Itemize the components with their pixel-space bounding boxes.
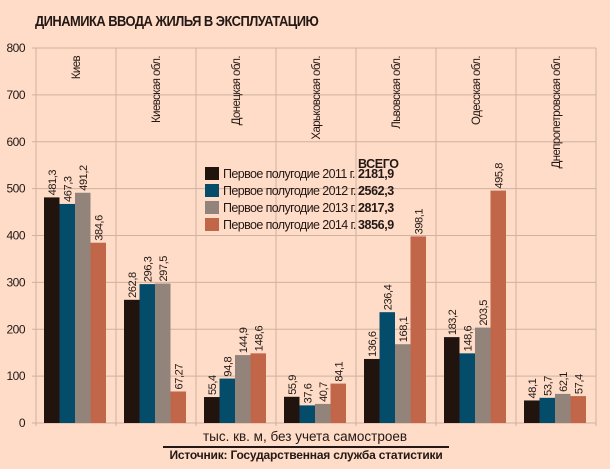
- bars: [44, 190, 586, 423]
- bar: [555, 393, 571, 423]
- bar: [364, 358, 380, 423]
- legend-total-header: ВСЕГО: [358, 157, 399, 171]
- data-label: 57,4: [573, 374, 585, 394]
- category-label: Днепропетровская обл.: [551, 56, 563, 169]
- bar: [395, 344, 411, 423]
- bar: [410, 236, 426, 423]
- y-tick-label: 0: [19, 416, 26, 430]
- category-label: Киев: [71, 56, 83, 80]
- bar: [330, 383, 346, 423]
- bar: [524, 400, 540, 423]
- legend-total-value: 3856,9: [358, 218, 394, 232]
- legend-label: Первое полугодие 2013 г.: [223, 201, 356, 215]
- legend-swatch: [205, 184, 219, 197]
- y-tick-label: 400: [6, 229, 25, 243]
- category-label: Харьковская обл.: [311, 56, 323, 140]
- data-label: 297,5: [158, 256, 170, 282]
- bar: [570, 396, 586, 423]
- bar: [235, 355, 251, 423]
- bar: [539, 397, 555, 423]
- data-label: 168,1: [398, 316, 410, 342]
- divider-rule: [163, 446, 449, 448]
- data-label: 467,3: [62, 176, 74, 202]
- category-label: Одесская обл.: [471, 56, 483, 125]
- data-label: 67,27: [173, 364, 185, 390]
- legend-label: Первое полугодие 2012 г.: [223, 184, 356, 198]
- category-labels: Киев Киевская обл. Донецкая обл. Харьковска…: [71, 56, 563, 169]
- data-label: 94,8: [222, 356, 234, 376]
- y-tick-label: 200: [6, 322, 25, 336]
- data-label: 48,1: [527, 378, 539, 398]
- legend-total-value: 2181,9: [358, 167, 394, 181]
- data-label: 55,9: [287, 375, 299, 395]
- data-label: 495,8: [493, 163, 505, 189]
- data-label: 62,1: [558, 372, 570, 392]
- data-label: 40,7: [318, 382, 330, 402]
- bar: [204, 397, 220, 423]
- data-label: 84,1: [333, 361, 345, 381]
- y-tick-label: 300: [6, 275, 25, 289]
- bar: [490, 190, 506, 423]
- category-label: Львовская обл.: [391, 56, 403, 129]
- y-tick-label: 600: [6, 135, 25, 149]
- bar: [44, 197, 60, 423]
- data-label: 203,5: [478, 300, 490, 326]
- data-label: 53,7: [542, 376, 554, 396]
- data-label: 148,6: [253, 326, 265, 352]
- y-axis-ticks: 0 100 200 300 400 500 600 700 800: [6, 41, 26, 430]
- bar: [379, 312, 395, 423]
- bar: [90, 242, 106, 423]
- legend-swatch: [205, 218, 219, 231]
- data-label: 481,3: [47, 170, 59, 196]
- legend-label: Первое полугодие 2011 г.: [223, 167, 355, 181]
- legend-label: Первое полугодие 2014 г.: [223, 218, 356, 232]
- bar: [284, 396, 300, 423]
- bar: [219, 378, 235, 423]
- data-label: 55,4: [207, 375, 219, 395]
- y-tick-label: 500: [6, 182, 25, 196]
- data-label: 398,1: [413, 209, 425, 235]
- bar: [75, 192, 91, 423]
- bar: [299, 405, 315, 423]
- unit-note: тыс. кв. м, без учета самостроев: [202, 429, 408, 444]
- data-label: 136,6: [367, 331, 379, 357]
- legend-swatch: [205, 167, 219, 180]
- data-label: 296,3: [142, 256, 154, 282]
- bar: [250, 353, 266, 423]
- data-label: 384,6: [93, 215, 105, 241]
- bar: [475, 327, 491, 423]
- source-note: Источник: Государственная служба статист…: [169, 448, 443, 462]
- legend-total-value: 2817,3: [358, 201, 394, 215]
- data-label: 148,6: [462, 326, 474, 352]
- legend-total-value: 2562,3: [358, 184, 394, 198]
- data-label: 144,9: [238, 327, 250, 353]
- bar: [59, 203, 75, 423]
- bar: [459, 353, 475, 423]
- category-label: Киевская обл.: [151, 56, 163, 123]
- bar: [124, 299, 140, 423]
- bar: [170, 391, 186, 423]
- legend-swatch: [205, 201, 219, 214]
- data-label: 236,4: [382, 284, 394, 310]
- data-labels: 481,3 262,8 55,4 55,9 136,6 183,2 48,1 467,3 296…: [47, 163, 586, 404]
- bar: [444, 337, 460, 423]
- data-label: 262,8: [127, 272, 139, 298]
- bar: [315, 403, 331, 423]
- y-tick-label: 700: [6, 88, 25, 102]
- data-label: 491,2: [78, 165, 90, 191]
- data-label: 183,2: [447, 309, 459, 335]
- data-label: 37,6: [302, 383, 314, 403]
- category-label: Донецкая обл.: [231, 56, 243, 126]
- chart-title: ДИНАМИКА ВВОДА ЖИЛЬЯ В ЭКСПЛУАТАЦИЮ: [35, 13, 319, 30]
- bar: [155, 283, 171, 423]
- y-tick-label: 100: [6, 369, 25, 383]
- y-tick-label: 800: [6, 41, 25, 55]
- bar: [139, 284, 155, 423]
